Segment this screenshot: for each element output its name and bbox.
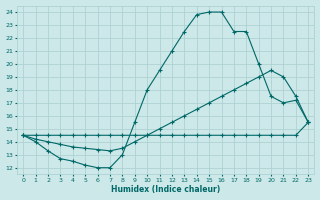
X-axis label: Humidex (Indice chaleur): Humidex (Indice chaleur) [111, 185, 220, 194]
